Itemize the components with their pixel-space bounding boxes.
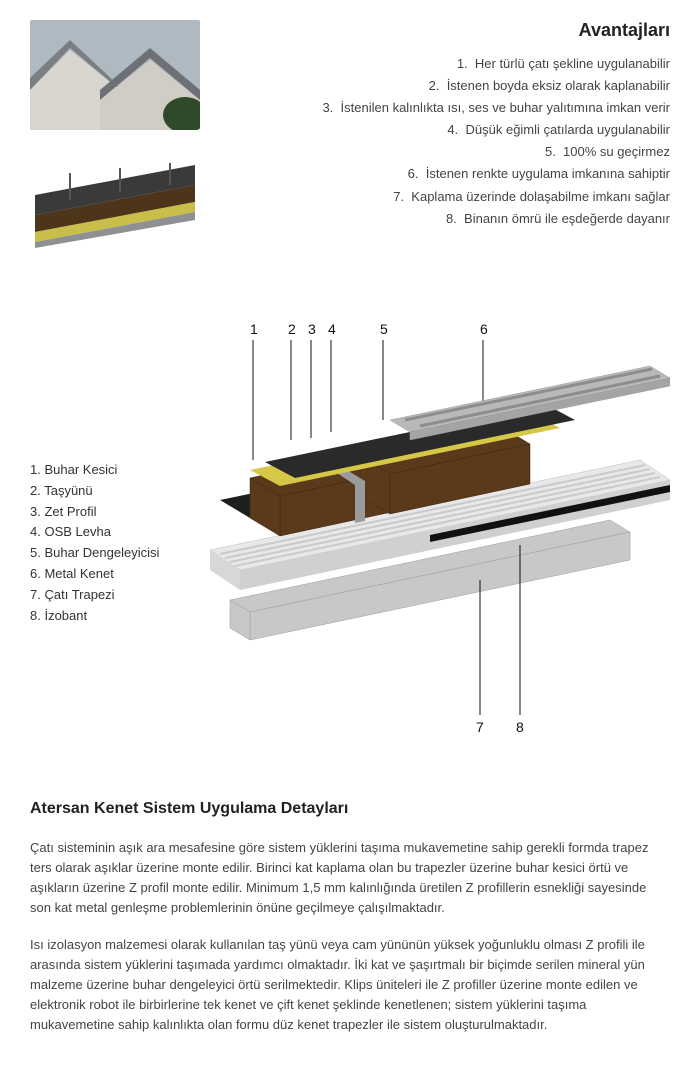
advantages-list: Her türlü çatı şekline uygulanabilir İst… (230, 53, 670, 230)
callout-num: 8 (516, 719, 524, 735)
advantage-item: İstenen renkte uygulama imkanına sahipti… (230, 163, 670, 185)
legend-item: Taşyünü (30, 481, 180, 502)
advantages-title: Avantajları (230, 20, 670, 41)
diagram-section: Buhar Kesici Taşyünü Zet Profil OSB Levh… (30, 320, 670, 740)
details-section: Atersan Kenet Sistem Uygulama Detayları … (30, 800, 670, 1035)
system-diagram: 1 2 3 4 5 6 (180, 320, 670, 740)
details-heading: Atersan Kenet Sistem Uygulama Detayları (30, 800, 670, 818)
legend-item: İzobant (30, 606, 180, 627)
legend-item: Metal Kenet (30, 564, 180, 585)
legend-item: Çatı Trapezi (30, 585, 180, 606)
callout-num: 3 (308, 321, 316, 337)
legend-item: Buhar Dengeleyicisi (30, 543, 180, 564)
advantage-item: Her türlü çatı şekline uygulanabilir (230, 53, 670, 75)
advantage-item: 100% su geçirmez (230, 141, 670, 163)
top-section: Avantajları Her türlü çatı şekline uygul… (30, 20, 670, 260)
callout-num: 6 (480, 321, 488, 337)
callout-num: 1 (250, 321, 258, 337)
legend-item: Buhar Kesici (30, 460, 180, 481)
advantage-item: Düşük eğimli çatılarda uygulanabilir (230, 119, 670, 141)
thumbnail-column (30, 20, 200, 260)
callout-num: 4 (328, 321, 336, 337)
advantage-item: Binanın ömrü ile eşdeğerde dayanır (230, 208, 670, 230)
advantages-block: Avantajları Her türlü çatı şekline uygul… (220, 20, 670, 260)
advantage-item: İstenen boyda eksiz olarak kaplanabilir (230, 75, 670, 97)
legend-item: OSB Levha (30, 522, 180, 543)
diagram-legend: Buhar Kesici Taşyünü Zet Profil OSB Levh… (30, 460, 180, 626)
legend-item: Zet Profil (30, 502, 180, 523)
roof-photo-thumb (30, 20, 200, 130)
advantage-item: Kaplama üzerinde dolaşabilme imkanı sağl… (230, 186, 670, 208)
advantage-item: İstenilen kalınlıkta ısı, ses ve buhar y… (230, 97, 670, 119)
panel-cutaway-thumb (30, 140, 200, 250)
details-paragraph: Çatı sisteminin aşık ara mesafesine göre… (30, 838, 670, 919)
callout-num: 7 (476, 719, 484, 735)
details-paragraph: Isı izolasyon malzemesi olarak kullanıla… (30, 935, 670, 1036)
callout-num: 2 (288, 321, 296, 337)
callout-num: 5 (380, 321, 388, 337)
